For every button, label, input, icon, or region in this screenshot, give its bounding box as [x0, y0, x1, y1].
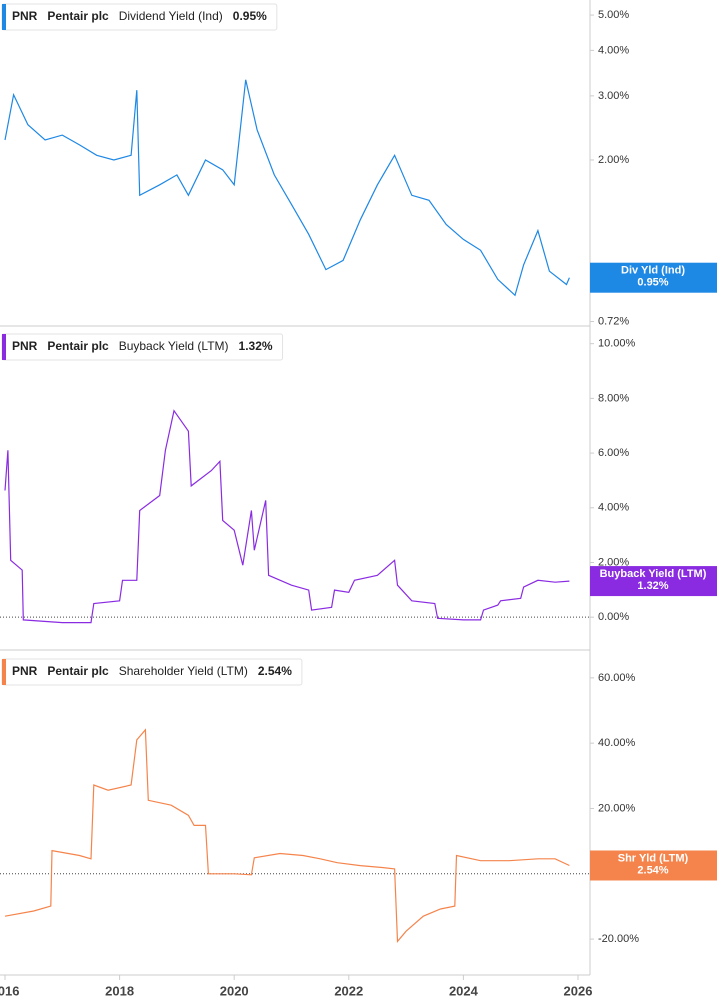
current-value: 0.95% — [233, 9, 267, 23]
y-tick-label: 2.00% — [598, 556, 629, 568]
x-tick-label: 2020 — [220, 983, 249, 998]
series-line — [4, 728, 570, 943]
legend: PNR Pentair plc Shareholder Yield (LTM) 2.5… — [1, 658, 303, 686]
legend: PNR Pentair plc Buyback Yield (LTM) 1.32% — [1, 333, 284, 361]
legend-accent — [2, 334, 6, 360]
y-tick-label: 6.00% — [598, 447, 629, 459]
y-tick-label: 2.00% — [598, 154, 629, 166]
y-tick-label: 40.00% — [598, 737, 636, 749]
x-tick-label: 2026 — [564, 983, 593, 998]
y-tick-label: -20.00% — [598, 933, 639, 945]
current-value: 1.32% — [239, 339, 273, 353]
company: Pentair plc — [47, 9, 109, 23]
last-value-box — [590, 566, 717, 597]
ticker: PNR — [12, 9, 38, 23]
y-tick-label: 4.00% — [598, 44, 629, 56]
y-tick-label: 20.00% — [598, 802, 636, 814]
last-value-name: Div Yld (Ind) — [621, 265, 685, 277]
x-tick-label: 2024 — [449, 983, 479, 998]
y-tick-label: 60.00% — [598, 672, 636, 684]
y-tick-label: 0.00% — [598, 611, 629, 623]
series-name: Buyback Yield (LTM) — [119, 339, 229, 353]
y-tick-label: 4.00% — [598, 502, 629, 514]
last-value-box — [590, 850, 717, 881]
legend: PNR Pentair plc Dividend Yield (Ind) 0.95% — [1, 3, 278, 31]
last-value-label: 0.95% — [637, 277, 668, 289]
series-name: Shareholder Yield (LTM) — [119, 664, 248, 678]
last-value-label: 1.32% — [637, 580, 668, 592]
ticker: PNR — [12, 664, 38, 678]
y-tick-label: 0.72% — [598, 315, 629, 327]
ticker: PNR — [12, 339, 38, 353]
current-value: 2.54% — [258, 664, 292, 678]
x-tick-label: 2018 — [105, 983, 134, 998]
last-value-box — [590, 262, 717, 293]
legend-accent — [2, 4, 6, 30]
y-tick-label: 10.00% — [598, 338, 636, 350]
x-tick-label: 2022 — [334, 983, 363, 998]
company: Pentair plc — [47, 664, 109, 678]
x-tick-label: 2016 — [0, 983, 19, 998]
y-tick-label: 5.00% — [598, 9, 629, 21]
series-line — [4, 79, 570, 297]
last-value-name: Buyback Yield (LTM) — [600, 568, 707, 580]
last-value-name: Shr Yld (LTM) — [618, 852, 689, 864]
last-value-label: 2.54% — [637, 864, 668, 876]
series-line — [4, 409, 570, 624]
company: Pentair plc — [47, 339, 109, 353]
series-name: Dividend Yield (Ind) — [119, 9, 223, 23]
legend-accent — [2, 659, 6, 685]
y-tick-label: 3.00% — [598, 90, 629, 102]
y-tick-label: 8.00% — [598, 392, 629, 404]
